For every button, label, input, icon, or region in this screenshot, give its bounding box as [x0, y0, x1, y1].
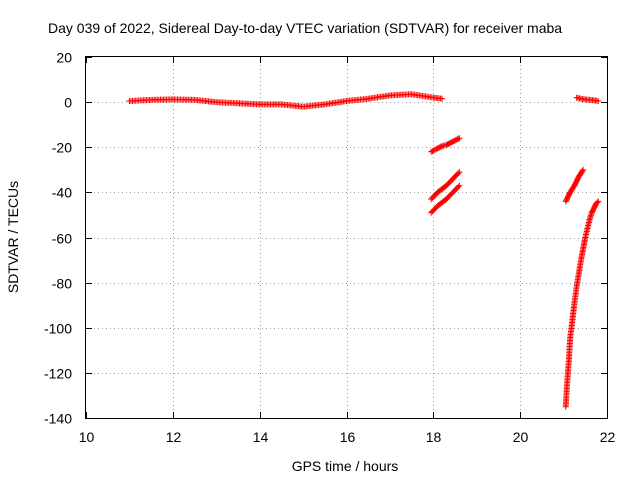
x-tick-label: 10 — [79, 429, 95, 445]
chart-title: Day 039 of 2022, Sidereal Day-to-day VTE… — [48, 20, 562, 36]
y-tick-label: -100 — [44, 321, 72, 337]
y-tick-label: -80 — [52, 276, 72, 292]
data-point — [594, 199, 601, 206]
y-tick-label: -120 — [44, 366, 72, 382]
plot-frame — [85, 56, 608, 419]
data-point — [595, 198, 602, 205]
x-tick-label: 12 — [166, 429, 182, 445]
data-point — [456, 135, 463, 142]
data-point — [439, 95, 446, 102]
y-tick-label: -140 — [44, 411, 72, 427]
x-tick-label: 18 — [426, 429, 442, 445]
data-point — [429, 148, 436, 155]
data-point — [437, 143, 444, 150]
x-tick-label: 16 — [340, 429, 356, 445]
y-tick-label: 20 — [56, 50, 72, 66]
y-tick-label: -20 — [52, 140, 72, 156]
x-tick-label: 20 — [513, 429, 529, 445]
data-point — [579, 167, 586, 174]
x-tick-label: 14 — [253, 429, 269, 445]
x-axis-label: GPS time / hours — [292, 458, 399, 474]
data-point — [580, 166, 587, 173]
x-tick-label: 22 — [600, 429, 616, 445]
data-point — [430, 147, 437, 154]
grid — [86, 57, 607, 418]
data-point — [455, 135, 462, 142]
data-point — [455, 183, 462, 190]
data-point — [455, 170, 462, 177]
axes: 10 12 14 16 18 20 22 -140 -120 -100 -80 -60 -40 -20 0 2… — [44, 50, 616, 446]
y-axis-label: SDTVAR / TECUs — [5, 181, 21, 293]
data-point — [595, 97, 602, 104]
data-point — [428, 148, 435, 155]
data-point — [456, 169, 463, 176]
data-point — [432, 146, 439, 153]
data-point — [456, 182, 463, 189]
y-tick-label: -40 — [52, 185, 72, 201]
y-tick-label: 0 — [64, 95, 72, 111]
y-tick-label: -60 — [52, 231, 72, 247]
data-points — [126, 91, 602, 410]
